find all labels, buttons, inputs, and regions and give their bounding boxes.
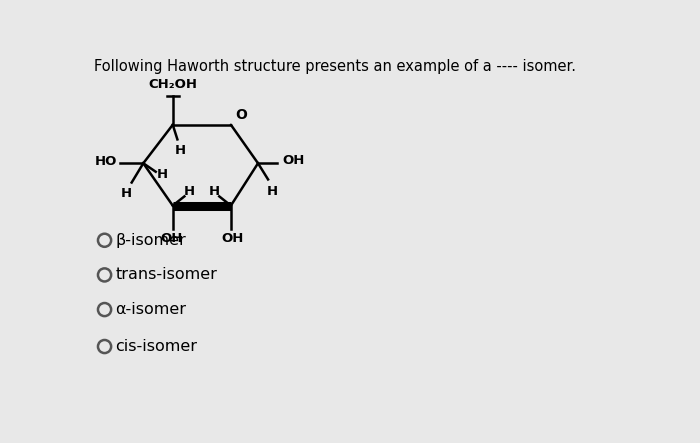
Text: H: H — [157, 168, 168, 181]
Text: β-isomer: β-isomer — [116, 233, 186, 248]
Text: H: H — [267, 185, 277, 198]
Text: H: H — [120, 187, 132, 200]
Text: trans-isomer: trans-isomer — [116, 268, 217, 283]
Text: CH₂OH: CH₂OH — [148, 78, 197, 91]
Text: H: H — [209, 185, 219, 198]
Text: Following Haworth structure presents an example of a ---- isomer.: Following Haworth structure presents an … — [94, 59, 575, 74]
Text: OH: OH — [221, 232, 244, 245]
Text: OH: OH — [160, 232, 183, 245]
Text: O: O — [235, 108, 247, 122]
Text: OH: OH — [283, 155, 305, 167]
Text: α-isomer: α-isomer — [116, 302, 186, 317]
Text: cis-isomer: cis-isomer — [116, 339, 197, 354]
Text: HO: HO — [94, 155, 117, 168]
Text: H: H — [175, 144, 186, 157]
Text: H: H — [184, 185, 195, 198]
